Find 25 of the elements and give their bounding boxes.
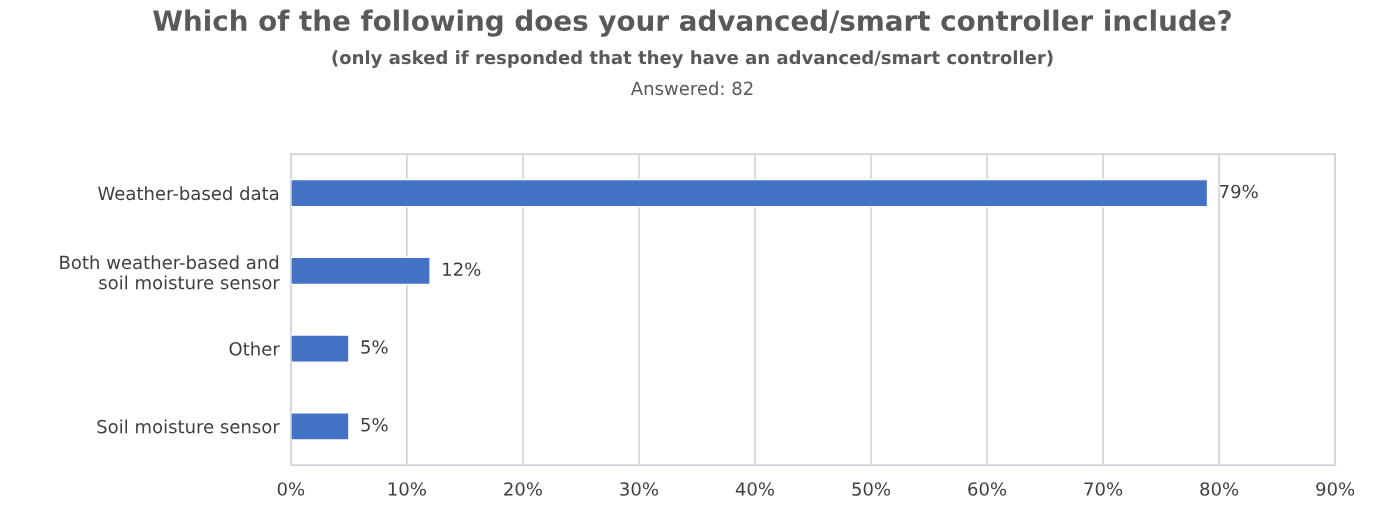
data-label: 79% — [1220, 184, 1258, 199]
x-tick-label: 70% — [1084, 482, 1123, 496]
data-label: 5% — [361, 417, 388, 432]
data-label: 12% — [443, 262, 481, 277]
x-tick-label: 40% — [735, 482, 775, 496]
y-tick-label: Weather-based data — [98, 186, 279, 201]
x-tick-label: 90% — [1316, 482, 1355, 496]
data-label: 5% — [361, 340, 388, 354]
chart-title: Which of the following does your advanced/smart controller include? — [153, 9, 1231, 37]
x-tick-label: 80% — [1200, 482, 1239, 496]
y-tick-label: Both weather-based and soil moisture sensor — [60, 255, 280, 290]
x-tick-label: 50% — [852, 482, 891, 496]
x-tick-label: 20% — [504, 482, 542, 496]
bar — [290, 411, 350, 441]
y-tick-label: Soil moisture sensor — [97, 419, 280, 434]
bar — [290, 334, 350, 363]
x-tick-label: 0% — [277, 482, 305, 496]
y-tick-label: Other — [229, 341, 280, 356]
x-tick-label: 60% — [968, 482, 1007, 496]
x-tick-label: 10% — [388, 482, 426, 496]
chart-subtitle: (only asked if responded that they have an advanced/smart controller) — [332, 50, 1053, 68]
bar — [290, 178, 1209, 208]
text: Answered: 82 — [630, 81, 753, 96]
bar — [290, 256, 431, 286]
x-tick-label: 30% — [620, 482, 659, 496]
